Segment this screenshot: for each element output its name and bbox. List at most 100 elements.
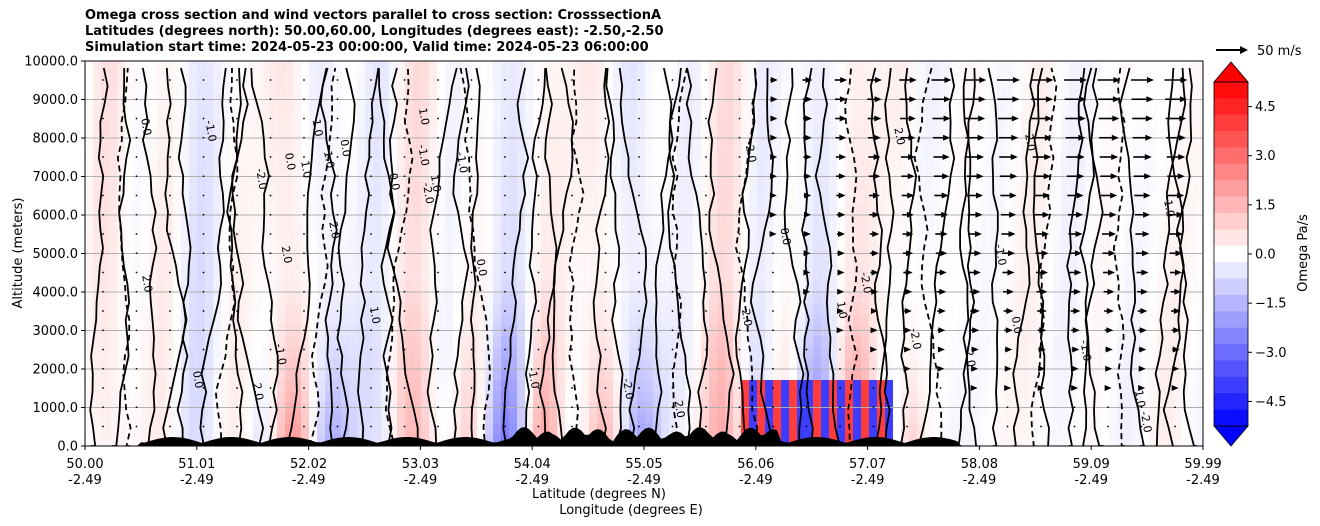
vector-dot (705, 387, 707, 389)
vector-dot (604, 387, 607, 389)
vector-dot (470, 252, 473, 255)
y-tick-label: 9000.0 (33, 93, 79, 108)
wind-arrowhead (837, 250, 845, 257)
wind-arrowhead (974, 250, 982, 257)
vector-dot (671, 329, 674, 332)
vector-dot (1006, 406, 1009, 409)
wind-arrowhead (1138, 365, 1146, 372)
vector-dot (738, 252, 741, 255)
vector-dot (336, 406, 339, 409)
vector-dot (671, 213, 674, 216)
contour-line (386, 67, 419, 446)
wind-arrowhead (1042, 231, 1050, 237)
vector-dot (169, 194, 171, 197)
x-tick-label-lon: -2.49 (1186, 473, 1220, 488)
wind-arrowhead (937, 365, 945, 372)
vector-dot (135, 406, 138, 409)
vector-dot (470, 348, 473, 351)
wind-arrowhead (972, 308, 980, 314)
wind-arrowhead (803, 288, 811, 295)
wind-arrowhead (1108, 250, 1116, 257)
wind-arrowhead (770, 154, 778, 160)
wind-arrowhead (1046, 77, 1054, 83)
vector-dot (437, 194, 439, 197)
vector-dot (102, 310, 104, 312)
y-tick-label: 7000.0 (33, 170, 79, 185)
wind-arrowhead (838, 173, 846, 180)
wind-arrowhead (1143, 211, 1151, 218)
vector-dot (269, 98, 272, 101)
vector-dot (537, 310, 540, 312)
colorbar-bin (1214, 245, 1248, 263)
vector-dot (102, 406, 104, 409)
contour-line (1119, 67, 1145, 446)
vector-dot (336, 425, 339, 428)
vector-dot (537, 233, 540, 235)
vector-dot (470, 79, 473, 81)
x-tick-label-lat: 58.08 (961, 457, 998, 472)
vector-dot (805, 425, 808, 428)
vector-dot (135, 367, 138, 370)
contour-line (917, 67, 956, 446)
wind-arrowhead (973, 269, 981, 276)
vector-dot (403, 156, 406, 158)
wind-arrowhead (1008, 250, 1016, 257)
vector-dot (269, 310, 272, 312)
vector-dot (537, 348, 540, 351)
wind-arrowhead (874, 96, 882, 103)
vector-dot (102, 348, 104, 351)
vector-dot (671, 406, 674, 409)
contour-line (814, 67, 841, 446)
wind-arrowhead (908, 154, 916, 160)
contour-line (663, 67, 692, 446)
y-tick-label: 10000.0 (24, 55, 78, 70)
y-tick-label: 3000.0 (33, 324, 79, 339)
contour-label: -2.0 (742, 140, 759, 163)
vector-dot (437, 310, 439, 312)
vector-dot (805, 310, 808, 312)
vector-dot (705, 252, 707, 255)
vector-dot (805, 329, 808, 332)
terrain (85, 427, 1203, 446)
wind-arrowhead (803, 269, 811, 276)
vector-dot (604, 310, 607, 312)
vector-dot (738, 290, 741, 293)
vector-dot (504, 425, 506, 428)
wind-arrowhead (1073, 308, 1081, 314)
vector-dot (738, 233, 741, 235)
contour-label: 0.0 (777, 227, 793, 246)
vector-dot (370, 348, 372, 351)
vector-dot (671, 98, 674, 101)
vector-dot (403, 213, 406, 216)
vector-dot (336, 98, 339, 101)
wind-arrowhead (770, 77, 778, 83)
vector-dot (604, 117, 607, 120)
vector-dot (906, 387, 908, 389)
colorbar-bin (1214, 114, 1248, 132)
contour-line (319, 67, 338, 446)
vector-dot (1174, 425, 1176, 428)
contour-label: 0.0 (190, 370, 206, 389)
vector-dot (504, 194, 506, 197)
vector-dot (336, 136, 339, 139)
y-tick-label: 0.0 (57, 440, 78, 455)
wind-arrowhead (1009, 192, 1017, 199)
wind-arrowhead (939, 269, 947, 276)
vector-dot (571, 233, 573, 235)
contour-line (1032, 67, 1050, 446)
vector-dot (738, 213, 741, 216)
wind-arrowhead (904, 327, 912, 334)
vector-dot (135, 329, 138, 332)
vector-dot (370, 136, 372, 139)
vector-dot (269, 252, 272, 255)
vector-dot (169, 271, 171, 274)
vector-dot (772, 425, 774, 428)
wind-arrowhead (1178, 154, 1186, 160)
wind-arrowhead (908, 115, 916, 122)
contour-line (1082, 67, 1104, 446)
vector-dot (638, 252, 640, 255)
vector-dot (437, 367, 439, 370)
colorbar-bin (1214, 409, 1248, 427)
vector-dot (202, 387, 205, 389)
